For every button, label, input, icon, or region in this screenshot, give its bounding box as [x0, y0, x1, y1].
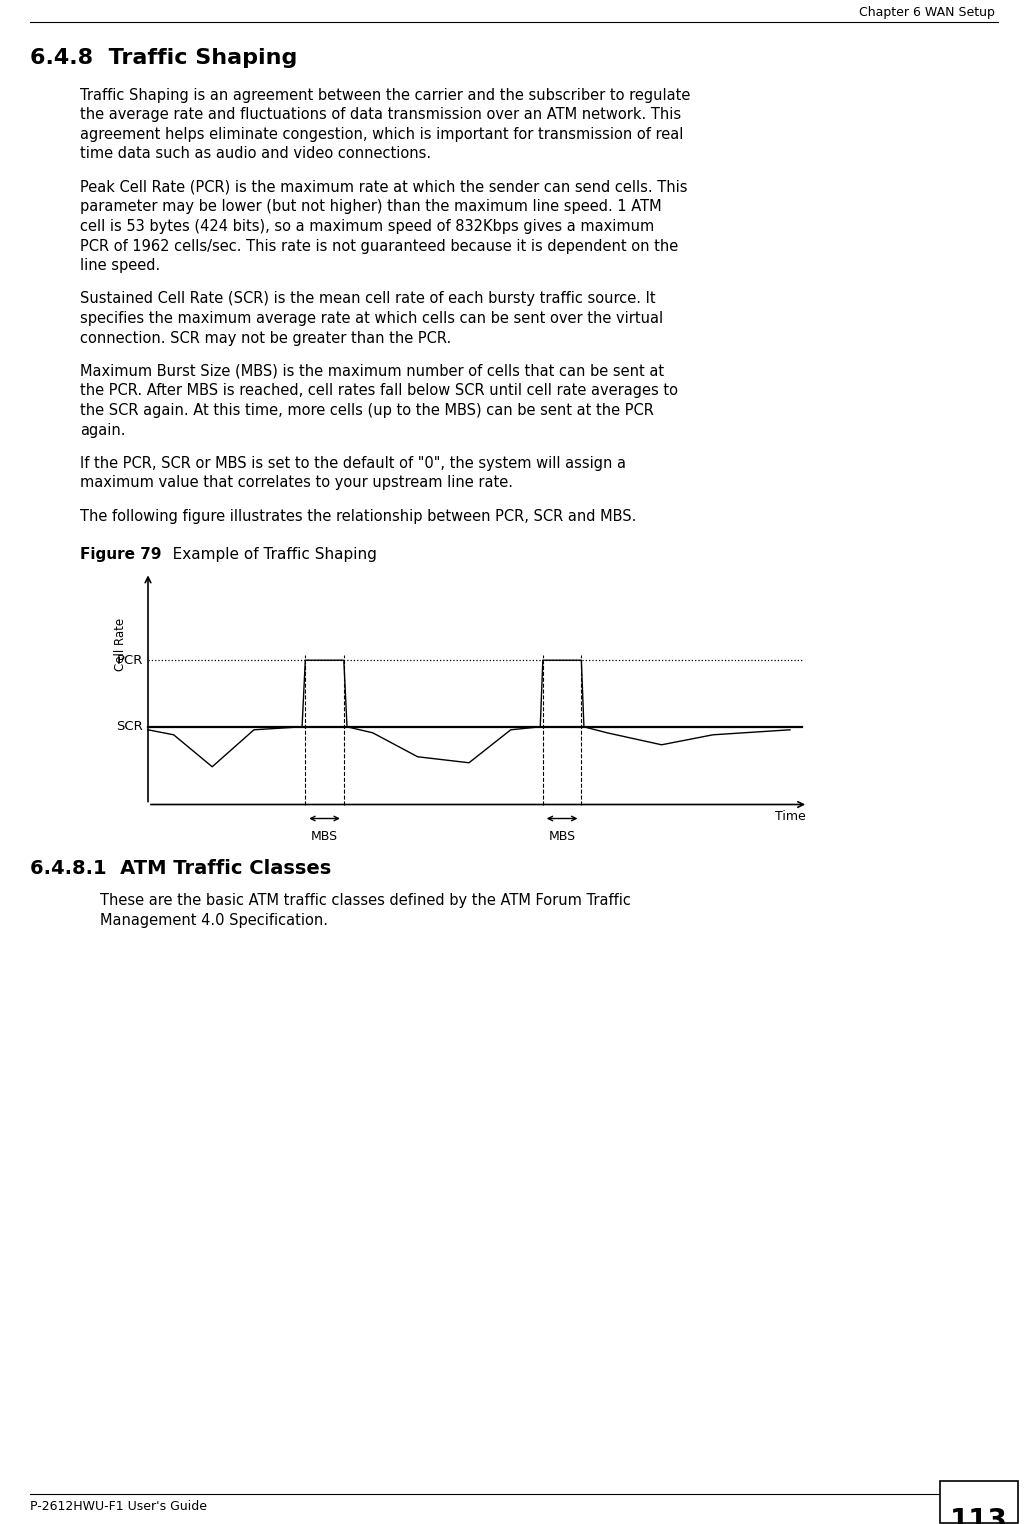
Text: line speed.: line speed. — [80, 258, 160, 273]
Text: specifies the maximum average rate at which cells can be sent over the virtual: specifies the maximum average rate at wh… — [80, 311, 663, 326]
Text: Example of Traffic Shaping: Example of Traffic Shaping — [158, 547, 377, 561]
FancyBboxPatch shape — [940, 1481, 1018, 1522]
Text: connection. SCR may not be greater than the PCR.: connection. SCR may not be greater than … — [80, 331, 451, 346]
Text: 6.4.8  Traffic Shaping: 6.4.8 Traffic Shaping — [30, 47, 297, 69]
Text: SCR: SCR — [116, 721, 143, 733]
Text: Time: Time — [775, 811, 806, 823]
Text: Figure 79: Figure 79 — [80, 547, 161, 561]
Text: 6.4.8.1  ATM Traffic Classes: 6.4.8.1 ATM Traffic Classes — [30, 860, 331, 878]
Text: Maximum Burst Size (MBS) is the maximum number of cells that can be sent at: Maximum Burst Size (MBS) is the maximum … — [80, 364, 664, 379]
Text: Chapter 6 WAN Setup: Chapter 6 WAN Setup — [859, 6, 995, 18]
Text: Cell Rate: Cell Rate — [113, 619, 126, 671]
Text: 113: 113 — [950, 1507, 1007, 1524]
Text: cell is 53 bytes (424 bits), so a maximum speed of 832Kbps gives a maximum: cell is 53 bytes (424 bits), so a maximu… — [80, 219, 654, 235]
Text: parameter may be lower (but not higher) than the maximum line speed. 1 ATM: parameter may be lower (but not higher) … — [80, 200, 662, 215]
Text: These are the basic ATM traffic classes defined by the ATM Forum Traffic: These are the basic ATM traffic classes … — [100, 893, 631, 908]
Text: the average rate and fluctuations of data transmission over an ATM network. This: the average rate and fluctuations of dat… — [80, 108, 682, 122]
Text: MBS: MBS — [549, 831, 576, 843]
Text: MBS: MBS — [311, 831, 338, 843]
Text: P-2612HWU-F1 User's Guide: P-2612HWU-F1 User's Guide — [30, 1500, 207, 1513]
Text: maximum value that correlates to your upstream line rate.: maximum value that correlates to your up… — [80, 475, 513, 491]
Text: PCR of 1962 cells/sec. This rate is not guaranteed because it is dependent on th: PCR of 1962 cells/sec. This rate is not … — [80, 238, 678, 253]
Text: The following figure illustrates the relationship between PCR, SCR and MBS.: The following figure illustrates the rel… — [80, 509, 636, 524]
Text: Sustained Cell Rate (SCR) is the mean cell rate of each bursty traffic source. I: Sustained Cell Rate (SCR) is the mean ce… — [80, 291, 656, 306]
Text: time data such as audio and video connections.: time data such as audio and video connec… — [80, 146, 431, 162]
Text: Peak Cell Rate (PCR) is the maximum rate at which the sender can send cells. Thi: Peak Cell Rate (PCR) is the maximum rate… — [80, 180, 688, 195]
Text: the SCR again. At this time, more cells (up to the MBS) can be sent at the PCR: the SCR again. At this time, more cells … — [80, 402, 654, 418]
Text: If the PCR, SCR or MBS is set to the default of "0", the system will assign a: If the PCR, SCR or MBS is set to the def… — [80, 456, 626, 471]
Text: PCR: PCR — [116, 654, 143, 666]
Text: Management 4.0 Specification.: Management 4.0 Specification. — [100, 913, 328, 928]
Text: again.: again. — [80, 422, 125, 437]
Text: agreement helps eliminate congestion, which is important for transmission of rea: agreement helps eliminate congestion, wh… — [80, 126, 684, 142]
Text: the PCR. After MBS is reached, cell rates fall below SCR until cell rate average: the PCR. After MBS is reached, cell rate… — [80, 384, 678, 398]
Text: Traffic Shaping is an agreement between the carrier and the subscriber to regula: Traffic Shaping is an agreement between … — [80, 88, 691, 104]
